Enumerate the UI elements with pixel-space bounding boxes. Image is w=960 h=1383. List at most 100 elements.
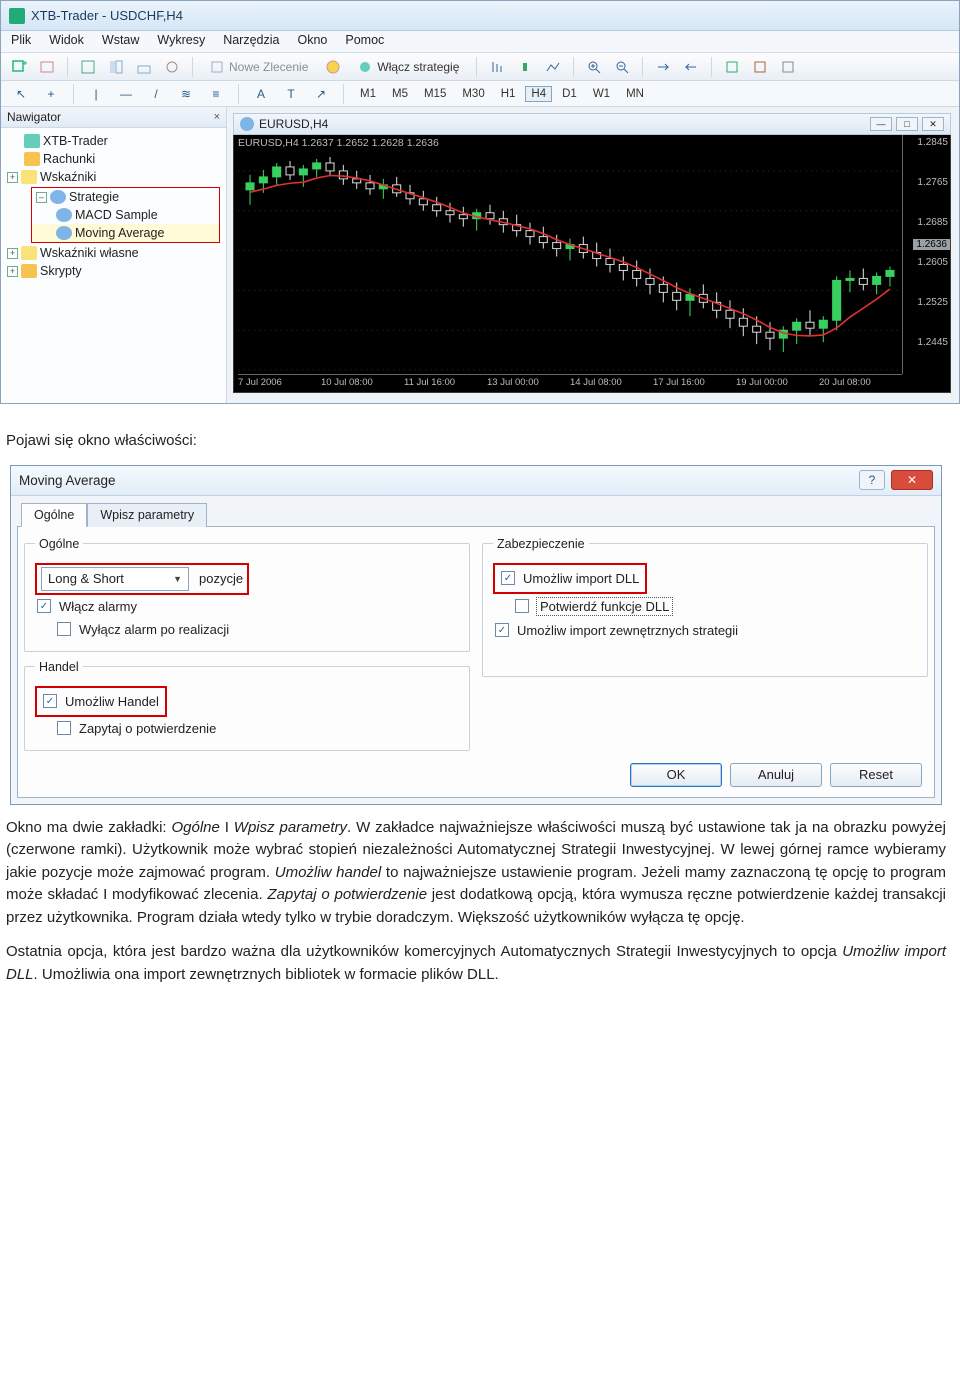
periods-icon[interactable] [748,56,772,78]
tree-indicators[interactable]: +Wskaźniki [3,168,224,186]
tree-macd[interactable]: MACD Sample [32,206,219,224]
menu-view[interactable]: Widok [49,33,84,50]
tree-moving-average[interactable]: Moving Average [32,224,219,242]
profiles-icon[interactable] [35,56,59,78]
menu-tools[interactable]: Narzędzia [223,33,279,50]
disable-alarm-row[interactable]: Wyłącz alarm po realizacji [35,618,459,641]
minimize-icon[interactable]: — [870,117,892,131]
paragraph-3: Ostatnia opcja, która jest bardzo ważna … [6,941,946,986]
app-title: XTB-Trader - USDCHF,H4 [31,8,183,23]
crosshair-icon[interactable]: + [39,83,63,105]
enable-alarms-label: Włącz alarmy [59,599,137,614]
ext-row[interactable]: ✓ Umożliw import zewnętrznych strategii [493,619,917,642]
timeframe-h1[interactable]: H1 [495,86,522,102]
ylabel: 1.2765 [917,177,948,188]
ylabel: 1.2605 [917,257,948,268]
dll-confirm-label: Potwierdź funkcje DLL [537,598,672,615]
ylabel: 1.2845 [917,137,948,148]
new-order-button[interactable]: Nowe Zlecenie [201,56,317,78]
fibo-icon[interactable]: ≡ [204,83,228,105]
terminal-icon[interactable] [132,56,156,78]
menu-insert[interactable]: Wstaw [102,33,140,50]
tree-strategies[interactable]: –Strategie [32,188,219,206]
indicators-icon[interactable] [720,56,744,78]
templates-icon[interactable] [776,56,800,78]
checkbox-icon[interactable] [57,622,71,636]
dll-confirm-row[interactable]: Potwierdź funkcje DLL [493,594,917,619]
enable-trade-row[interactable]: ✓ Umożliw Handel [41,690,161,713]
cancel-button[interactable]: Anuluj [730,763,822,787]
timeframe-m15[interactable]: M15 [418,86,452,102]
reset-button[interactable]: Reset [830,763,922,787]
arrows-icon[interactable]: ↗ [309,83,333,105]
enable-strategy-button[interactable]: Włącz strategię [349,56,468,78]
tree-root[interactable]: XTB-Trader [3,132,224,150]
checkbox-icon[interactable]: ✓ [37,599,51,613]
navigator-icon[interactable] [104,56,128,78]
maximize-icon[interactable]: □ [896,117,918,131]
chart-area[interactable]: EURUSD,H4 1.2637 1.2652 1.2628 1.2636 1.… [233,135,951,393]
trendline-icon[interactable]: / [144,83,168,105]
tree-scripts[interactable]: +Skrypty [3,262,224,280]
tab-parameters[interactable]: Wpisz parametry [87,503,207,527]
vline-icon[interactable]: | [84,83,108,105]
zoom-out-icon[interactable] [610,56,634,78]
timeframe-m5[interactable]: M5 [386,86,414,102]
disable-alarm-label: Wyłącz alarm po realizacji [79,622,229,637]
xlabel: 10 Jul 08:00 [321,377,404,392]
autoscroll-icon[interactable] [651,56,675,78]
ok-button[interactable]: OK [630,763,722,787]
close-icon[interactable]: ✕ [891,470,933,490]
timeframe-mn[interactable]: MN [620,86,650,102]
cursor-icon[interactable]: ↖ [9,83,33,105]
timeframe-m1[interactable]: M1 [354,86,382,102]
timeframe-h4[interactable]: H4 [525,86,552,102]
tester-icon[interactable] [160,56,184,78]
navigator-tree: XTB-Trader Rachunki +Wskaźniki –Strategi… [1,128,226,284]
chart-yaxis: 1.2845 1.2765 1.2685 1.2636 1.2605 1.252… [902,135,950,374]
xlabel: 19 Jul 00:00 [736,377,819,392]
timeframe-m30[interactable]: M30 [456,86,490,102]
checkbox-icon[interactable] [515,599,529,613]
timeframe-d1[interactable]: D1 [556,86,583,102]
bar-chart-icon[interactable] [485,56,509,78]
checkbox-icon[interactable]: ✓ [43,694,57,708]
tree-accounts[interactable]: Rachunki [3,150,224,168]
enable-alarms-row[interactable]: ✓ Włącz alarmy [35,595,459,618]
text-icon[interactable]: A [249,83,273,105]
close-icon[interactable]: ✕ [922,117,944,131]
menu-window[interactable]: Okno [297,33,327,50]
new-chart-icon[interactable] [7,56,31,78]
close-icon[interactable]: × [214,111,220,123]
channel-icon[interactable]: ≋ [174,83,198,105]
menubar: Plik Widok Wstaw Wykresy Narzędzia Okno … [1,31,959,53]
dll-row[interactable]: ✓ Umożliw import DLL [499,567,641,590]
main-toolbar: Nowe Zlecenie Włącz strategię [1,53,959,81]
checkbox-icon[interactable]: ✓ [495,623,509,637]
chart-title: EURUSD,H4 [259,117,328,131]
chart-titlebar: EURUSD,H4 — □ ✕ [233,113,951,135]
line-chart-icon[interactable] [541,56,565,78]
dialog-buttons: OK Anuluj Reset [630,763,922,787]
zoom-in-icon[interactable] [582,56,606,78]
tab-general[interactable]: Ogólne [21,503,87,527]
timeframe-w1[interactable]: W1 [587,86,616,102]
label-icon[interactable]: T [279,83,303,105]
help-icon[interactable]: ? [859,470,885,490]
hline-icon[interactable]: — [114,83,138,105]
toolbar-separator [711,57,712,77]
confirm-row[interactable]: Zapytaj o potwierdzenie [35,717,459,740]
menu-file[interactable]: Plik [11,33,31,50]
chart-header: EURUSD,H4 1.2637 1.2652 1.2628 1.2636 [238,137,439,149]
candle-chart-icon[interactable] [513,56,537,78]
menu-help[interactable]: Pomoc [345,33,384,50]
checkbox-icon[interactable]: ✓ [501,571,515,585]
positions-label: pozycje [199,571,243,586]
expert-advisors-icon[interactable] [321,56,345,78]
market-watch-icon[interactable] [76,56,100,78]
tree-custom-indicators[interactable]: +Wskaźniki własne [3,244,224,262]
menu-charts[interactable]: Wykresy [157,33,205,50]
positions-combo[interactable]: Long & Short ▼ [41,567,189,591]
checkbox-icon[interactable] [57,721,71,735]
chart-shift-icon[interactable] [679,56,703,78]
